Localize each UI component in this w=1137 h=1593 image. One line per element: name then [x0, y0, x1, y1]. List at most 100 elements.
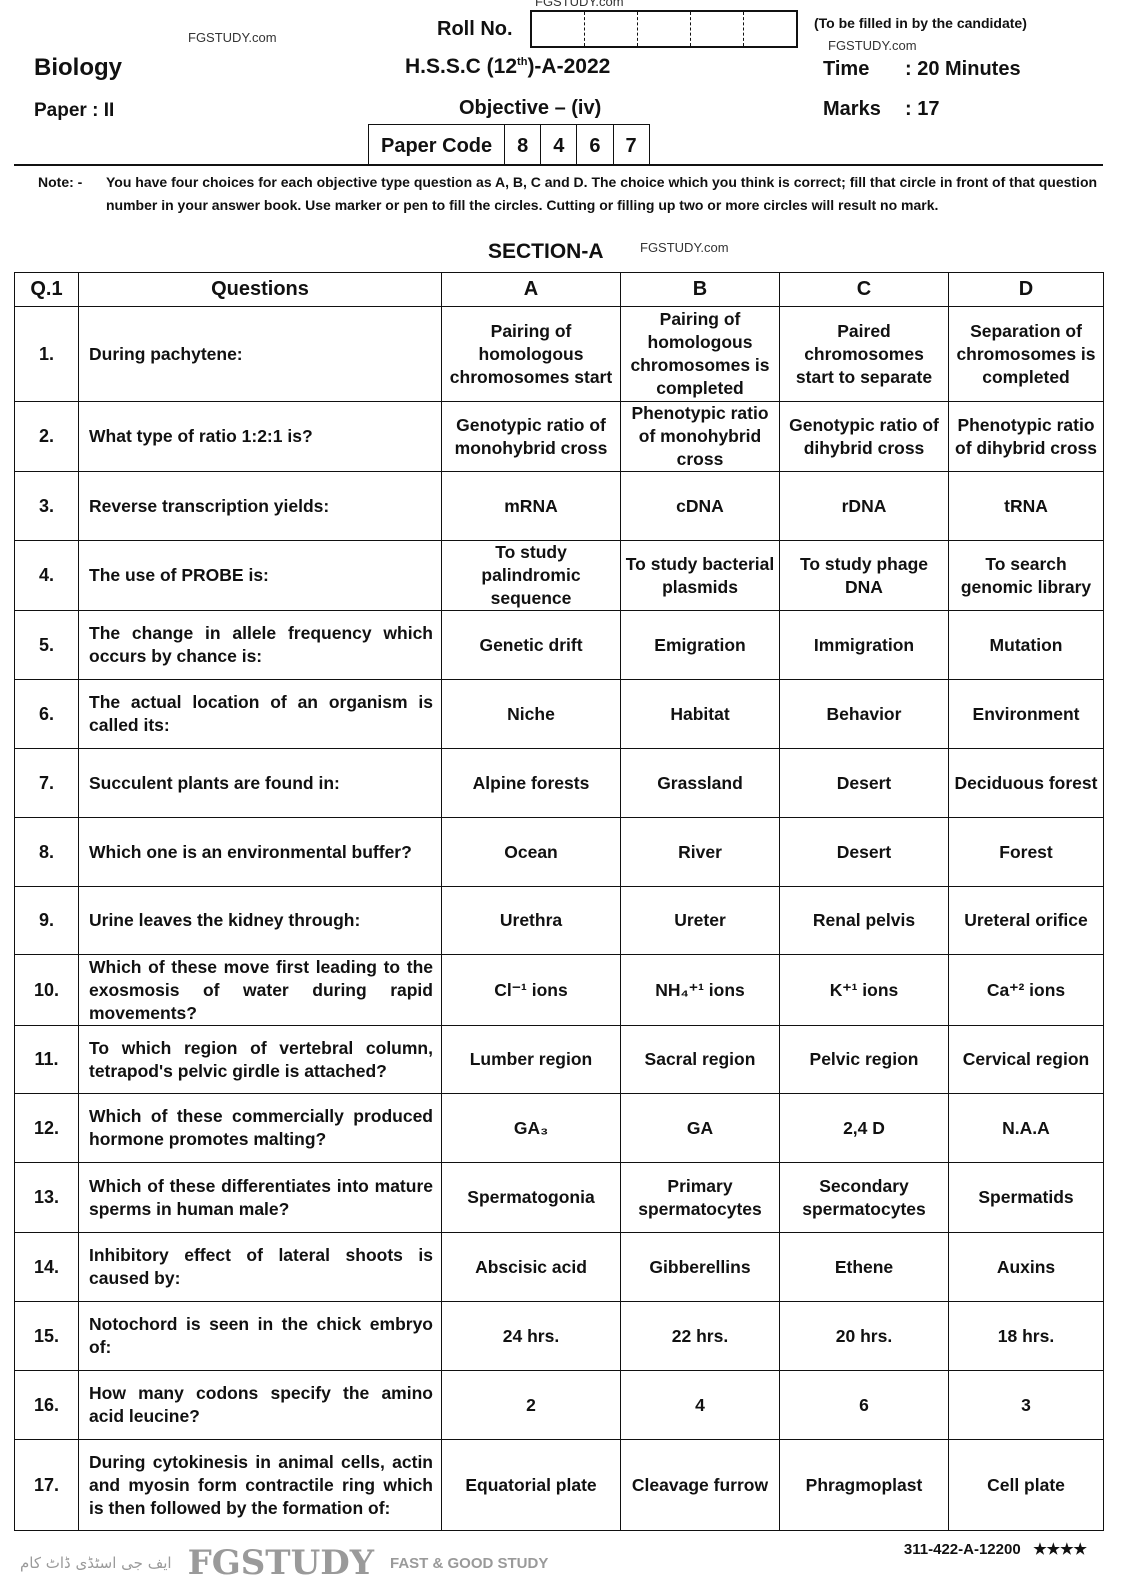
option-a: GA₃ — [441, 1093, 621, 1163]
option-b: Primary spermatocytes — [620, 1162, 780, 1233]
question-number: 12. — [14, 1093, 79, 1163]
footer-code: 311-422-A-12200 — [903, 1541, 1021, 1558]
option-b: Gibberellins — [620, 1232, 780, 1302]
option-b: River — [620, 817, 780, 887]
option-b: Emigration — [620, 610, 780, 680]
option-a: Niche — [441, 679, 621, 749]
table-row: 15. Notochord is seen in the chick embryo… — [14, 1301, 1104, 1371]
question-number: 10. — [14, 954, 79, 1026]
option-a: Genotypic ratio of monohybrid cross — [441, 401, 621, 472]
question-number: 5. — [14, 610, 79, 680]
option-a: mRNA — [441, 471, 621, 541]
question-text: Reverse transcription yields: — [78, 471, 442, 541]
option-d: 3 — [948, 1370, 1104, 1440]
question-number: 11. — [14, 1025, 79, 1094]
question-number: 6. — [14, 679, 79, 749]
option-c: Secondary spermatocytes — [779, 1162, 949, 1233]
watermark-tagline: FAST & GOOD STUDY — [390, 1554, 549, 1572]
option-c: 20 hrs. — [779, 1301, 949, 1371]
question-number: 9. — [14, 886, 79, 955]
option-d: N.A.A — [948, 1093, 1104, 1163]
question-text: Which of these move first leading to the… — [78, 954, 442, 1026]
option-c: rDNA — [779, 471, 949, 541]
option-b: Phenotypic ratio of monohybrid cross — [620, 401, 780, 472]
section-title: SECTION-A — [488, 240, 604, 263]
option-a: Genetic drift — [441, 610, 621, 680]
header-qno: Q.1 — [14, 272, 79, 307]
option-a: 2 — [441, 1370, 621, 1440]
option-d: tRNA — [948, 471, 1104, 541]
question-number: 4. — [14, 540, 79, 611]
paper-code-digit: 8 — [505, 125, 542, 165]
option-a: Lumber region — [441, 1025, 621, 1094]
paper-code-label: Paper Code — [369, 125, 506, 165]
marks-value: : 17 — [905, 98, 940, 120]
header-option-a: A — [441, 272, 621, 307]
question-text: To which region of vertebral column, tet… — [78, 1025, 442, 1094]
roll-number-boxes[interactable] — [530, 10, 798, 48]
option-c: Phragmoplast — [779, 1439, 949, 1531]
subject-title: Biology — [34, 54, 122, 81]
header-option-c: C — [779, 272, 949, 307]
option-d: Spermatids — [948, 1162, 1104, 1233]
watermark-site-left: FGSTUDY.com — [188, 30, 277, 45]
question-text: Urine leaves the kidney through: — [78, 886, 442, 955]
option-d: Ca⁺² ions — [948, 954, 1104, 1026]
table-row: 12. Which of these commercially produced … — [14, 1093, 1104, 1163]
question-text: Notochord is seen in the chick embryo of… — [78, 1301, 442, 1371]
question-text: Which of these commercially produced hor… — [78, 1093, 442, 1163]
option-c: 6 — [779, 1370, 949, 1440]
option-a: Ocean — [441, 817, 621, 887]
note-label: Note: - — [38, 174, 83, 190]
option-d: Mutation — [948, 610, 1104, 680]
option-b: 22 hrs. — [620, 1301, 780, 1371]
option-b: Habitat — [620, 679, 780, 749]
option-a: Pairing of homologous chromosomes start — [441, 306, 621, 402]
table-row: 10. Which of these move first leading to … — [14, 954, 1104, 1026]
table-row: 13. Which of these differentiates into ma… — [14, 1162, 1104, 1233]
option-a: 24 hrs. — [441, 1301, 621, 1371]
footer-stars: ★★★★ — [1033, 1541, 1087, 1558]
header-option-b: B — [620, 272, 780, 307]
option-c: Renal pelvis — [779, 886, 949, 955]
table-row: 11. To which region of vertebral column, … — [14, 1025, 1104, 1094]
option-b: Pairing of homologous chromosomes is com… — [620, 306, 780, 402]
footer: 311-422-A-12200 ★★★★ — [904, 1540, 1087, 1558]
option-c: Desert — [779, 817, 949, 887]
divider — [14, 164, 1103, 166]
question-text: How many codons specify the amino acid l… — [78, 1370, 442, 1440]
note-text: You have four choices for each objective… — [106, 174, 1098, 213]
question-text: The change in allele frequency which occ… — [78, 610, 442, 680]
watermark-site-right: FGSTUDY.com — [828, 38, 917, 53]
option-a: Abscisic acid — [441, 1232, 621, 1302]
paper-label: Paper : II — [34, 100, 115, 121]
watermark-logo-text: FGSTUDY — [187, 1543, 374, 1583]
question-number: 13. — [14, 1162, 79, 1233]
question-text: What type of ratio 1:2:1 is? — [78, 401, 442, 472]
table-row: 5. The change in allele frequency which o… — [14, 610, 1104, 680]
option-d: Cervical region — [948, 1025, 1104, 1094]
question-number: 17. — [14, 1439, 79, 1531]
paper-code-digit: 7 — [625, 135, 637, 157]
table-row: 16. How many codons specify the amino aci… — [14, 1370, 1104, 1440]
option-c: K⁺¹ ions — [779, 954, 949, 1026]
question-number: 2. — [14, 401, 79, 472]
watermark-urdu: ایف جی اسٹڈی ڈاٹ کام — [20, 1554, 172, 1572]
question-number: 8. — [14, 817, 79, 887]
roll-number-label: Roll No. — [437, 18, 513, 40]
option-c: Genotypic ratio of dihybrid cross — [779, 401, 949, 472]
option-d: Auxins — [948, 1232, 1104, 1302]
roll-note: (To be filled in by the candidate) — [814, 15, 1027, 31]
question-text: During pachytene: — [78, 306, 442, 402]
option-c: Immigration — [779, 610, 949, 680]
header-option-d: D — [948, 272, 1104, 307]
fgstudy-watermark-logo: ایف جی اسٹڈی ڈاٹ کام FGSTUDY FAST & GOOD… — [20, 1538, 548, 1588]
question-number: 16. — [14, 1370, 79, 1440]
time-value: : 20 Minutes — [905, 58, 1021, 80]
option-c: Desert — [779, 748, 949, 818]
table-row: 3. Reverse transcription yields: mRNA cDNA r… — [14, 471, 1104, 541]
option-a: To study palindromic sequence — [441, 540, 621, 611]
question-number: 3. — [14, 471, 79, 541]
table-row: 4. The use of PROBE is: To study palindrom… — [14, 540, 1104, 611]
question-text: Which one is an environmental buffer? — [78, 817, 442, 887]
